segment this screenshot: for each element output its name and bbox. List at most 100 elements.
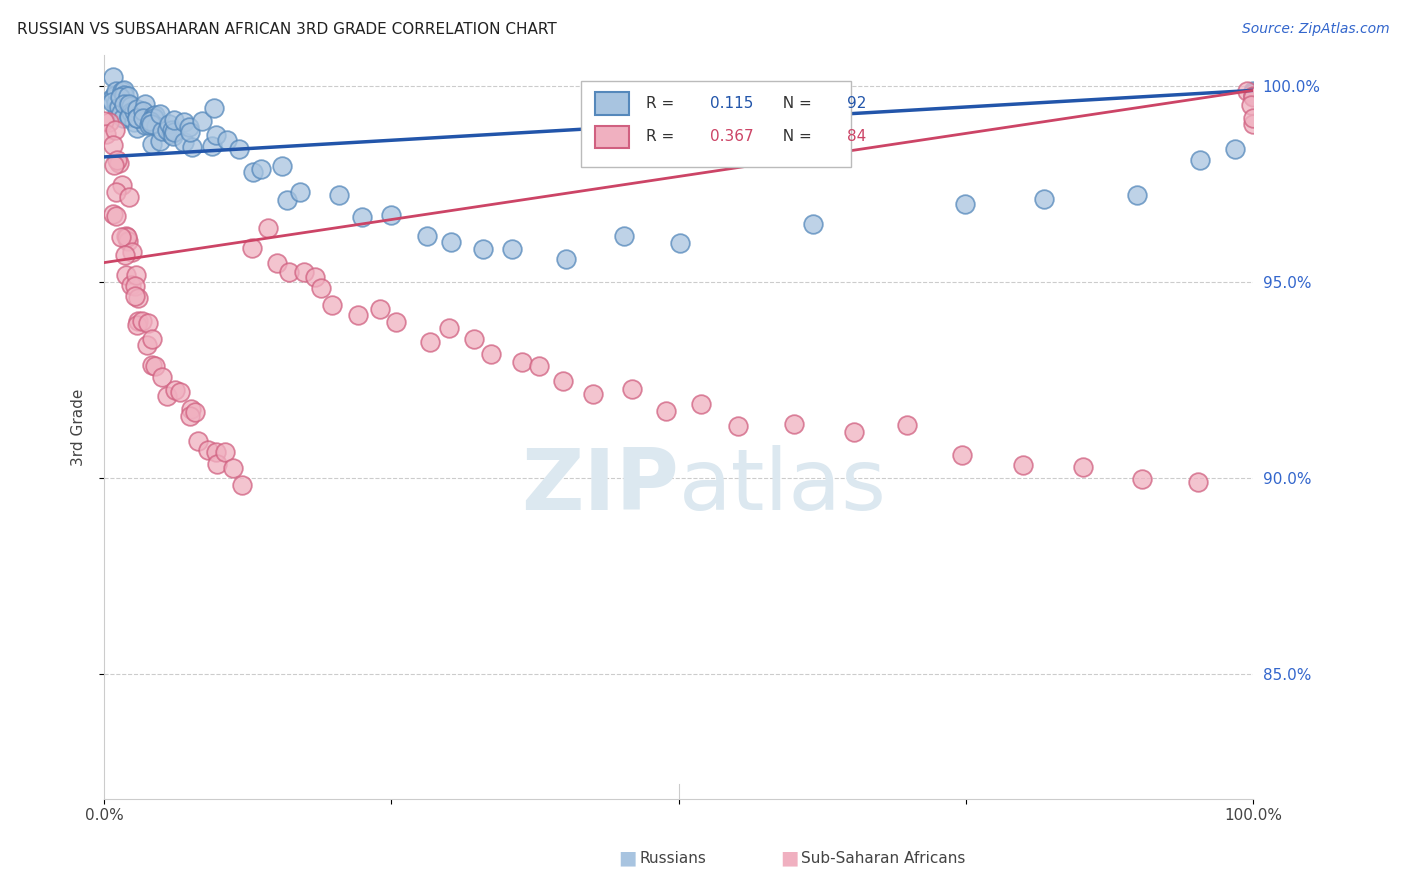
Point (124, 103, 146, 117)
Point (101, 70, 124, 84)
Point (165, 383, 187, 397)
Point (98, 114, 121, 128)
Point (104, 123, 127, 137)
Text: ■: ■ (619, 848, 637, 868)
Point (416, 228, 439, 243)
Point (347, 308, 370, 322)
Point (138, 118, 160, 132)
Point (222, 460, 245, 475)
Point (127, 102, 149, 116)
Point (112, 83, 135, 97)
Y-axis label: 3rd Grade: 3rd Grade (72, 388, 86, 466)
Point (104, 84, 127, 98)
Point (111, 102, 134, 116)
Point (231, 477, 253, 491)
Point (179, 120, 201, 134)
Point (1071, 460, 1094, 475)
Point (118, 110, 141, 124)
Point (105, 153, 128, 167)
Point (1241, 116, 1264, 130)
Point (156, 123, 179, 137)
Point (184, 405, 207, 419)
Point (1241, 89, 1264, 103)
Point (727, 419, 749, 434)
Point (479, 347, 502, 361)
Text: ■: ■ (780, 848, 799, 868)
Point (117, 89, 139, 103)
Point (149, 107, 172, 121)
Point (328, 188, 350, 202)
Point (1241, 90, 1264, 104)
Text: 0.115: 0.115 (710, 96, 754, 111)
Point (270, 159, 292, 173)
Text: ZIP: ZIP (520, 445, 679, 528)
Point (669, 235, 692, 250)
Point (419, 334, 441, 349)
Point (1012, 458, 1035, 473)
Point (292, 265, 315, 279)
Point (1241, 111, 1264, 125)
Point (278, 265, 301, 279)
Point (101, 138, 124, 153)
Point (257, 221, 280, 235)
Point (553, 375, 575, 389)
Text: Source: ZipAtlas.com: Source: ZipAtlas.com (1241, 22, 1389, 37)
Point (117, 190, 139, 204)
Point (108, 90, 131, 104)
Point (169, 385, 191, 400)
Text: Sub-Saharan Africans: Sub-Saharan Africans (801, 851, 966, 865)
Point (288, 186, 311, 200)
Point (1188, 153, 1211, 167)
Point (173, 135, 195, 149)
Point (157, 117, 180, 131)
Point (122, 114, 145, 128)
Point (127, 111, 149, 125)
Point (190, 114, 212, 128)
Point (134, 96, 156, 111)
Point (150, 370, 173, 384)
Point (105, 95, 128, 110)
Point (463, 332, 485, 346)
Point (134, 118, 156, 132)
Point (321, 298, 343, 312)
Point (117, 97, 139, 112)
Point (1126, 187, 1149, 202)
Point (181, 140, 204, 154)
Point (1225, 142, 1247, 156)
Point (368, 301, 391, 316)
Text: 0.367: 0.367 (710, 129, 754, 145)
Point (103, 88, 125, 103)
Point (240, 241, 263, 255)
Point (108, 100, 131, 114)
Point (139, 117, 162, 131)
Point (1241, 84, 1264, 98)
Point (129, 105, 152, 120)
Point (132, 103, 155, 118)
Point (242, 165, 264, 179)
Point (215, 133, 238, 147)
Point (950, 448, 973, 462)
Point (149, 134, 172, 148)
Point (120, 104, 142, 119)
Point (179, 125, 201, 139)
Point (783, 417, 806, 431)
Point (953, 197, 976, 211)
Point (111, 84, 134, 98)
Point (437, 320, 460, 334)
Point (127, 291, 149, 305)
Text: 92: 92 (848, 96, 868, 111)
Point (613, 228, 636, 243)
Text: R =: R = (647, 96, 679, 111)
Point (110, 106, 132, 120)
Point (129, 106, 152, 120)
Point (120, 277, 142, 292)
Point (228, 142, 250, 156)
Point (896, 417, 918, 432)
Point (93, 113, 115, 128)
Text: N =: N = (773, 96, 817, 111)
Point (127, 318, 149, 332)
Point (1187, 475, 1209, 490)
Text: N =: N = (773, 129, 817, 145)
Point (124, 279, 146, 293)
Point (150, 124, 173, 138)
